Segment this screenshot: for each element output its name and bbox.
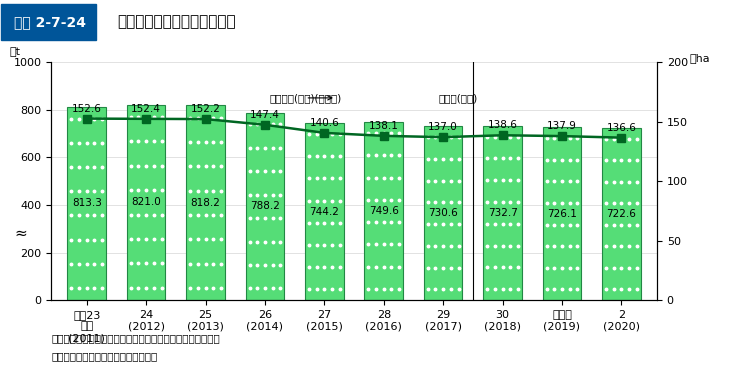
Text: 生産量(全国): 生産量(全国)	[439, 93, 478, 103]
Bar	[542, 127, 581, 300]
Text: 137.9: 137.9	[547, 122, 577, 131]
Text: 152.4: 152.4	[131, 104, 161, 114]
Text: 主食用米の作付面積と生産量: 主食用米の作付面積と生産量	[117, 15, 235, 29]
Y-axis label: 万t: 万t	[9, 48, 20, 57]
Bar	[305, 123, 344, 300]
Text: 821.0: 821.0	[131, 198, 161, 208]
FancyBboxPatch shape	[1, 4, 96, 40]
Text: 注：生産量は「作物統計」の収穫量: 注：生産量は「作物統計」の収穫量	[51, 351, 158, 361]
Text: 138.1: 138.1	[369, 121, 399, 131]
Text: 726.1: 726.1	[547, 209, 577, 219]
Text: 813.3: 813.3	[72, 198, 101, 208]
Text: 137.0: 137.0	[429, 122, 458, 132]
Text: 136.6: 136.6	[607, 123, 637, 133]
Text: 152.2: 152.2	[191, 104, 220, 114]
Text: 818.2: 818.2	[191, 198, 220, 208]
Bar	[127, 105, 166, 300]
Bar	[67, 107, 106, 300]
Text: 152.6: 152.6	[72, 104, 101, 114]
Text: ≈: ≈	[14, 226, 27, 241]
Text: 図表 2-7-24: 図表 2-7-24	[14, 15, 85, 29]
Text: 732.7: 732.7	[488, 208, 518, 218]
Y-axis label: 万ha: 万ha	[689, 53, 710, 63]
Text: 730.6: 730.6	[429, 208, 458, 218]
Text: 147.4: 147.4	[250, 110, 280, 120]
Text: 749.6: 749.6	[369, 206, 399, 216]
Text: 138.6: 138.6	[488, 120, 518, 131]
Bar	[424, 126, 463, 300]
Text: 140.6: 140.6	[310, 118, 339, 128]
Text: 作付面積(全国)(右目盛): 作付面積(全国)(右目盛)	[269, 93, 342, 103]
Bar	[483, 126, 522, 300]
Text: 744.2: 744.2	[310, 206, 339, 217]
Bar	[364, 122, 403, 300]
Text: 788.2: 788.2	[250, 201, 280, 211]
Text: 722.6: 722.6	[607, 209, 637, 219]
Bar	[186, 105, 225, 300]
Bar	[245, 113, 284, 300]
Text: 資料：農林水産省「作物統計」、「耕地及び作付面積統計」: 資料：農林水産省「作物統計」、「耕地及び作付面積統計」	[51, 333, 220, 343]
Bar	[602, 128, 641, 300]
